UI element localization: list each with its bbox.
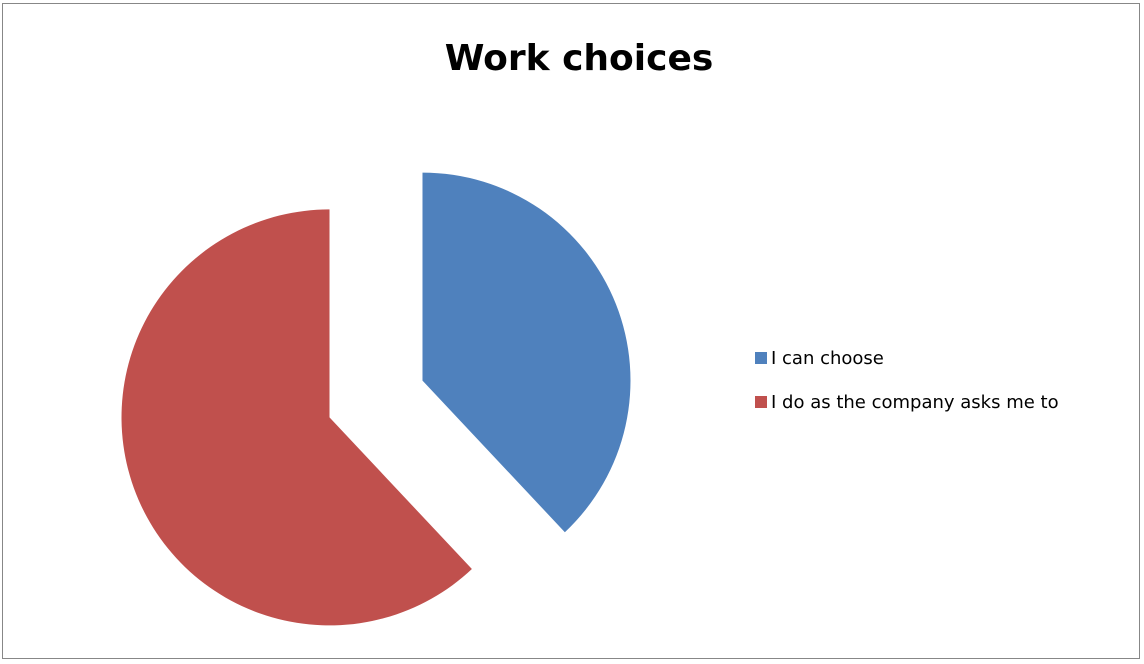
pie-chart (121, 172, 631, 626)
legend-label: I can choose (771, 347, 884, 369)
legend-swatch (755, 396, 767, 408)
chart-title: Work choices (444, 38, 714, 79)
legend-label: I do as the company asks me to (771, 391, 1059, 413)
pie-slice (422, 172, 631, 533)
pie-slice (121, 209, 472, 626)
chart-area: Work choices I can choose I do as the co… (2, 3, 1140, 659)
legend-item: I do as the company asks me to (755, 390, 1059, 414)
legend-swatch (755, 352, 767, 364)
legend-item: I can choose (755, 346, 1059, 370)
legend: I can choose I do as the company asks me… (755, 346, 1059, 434)
